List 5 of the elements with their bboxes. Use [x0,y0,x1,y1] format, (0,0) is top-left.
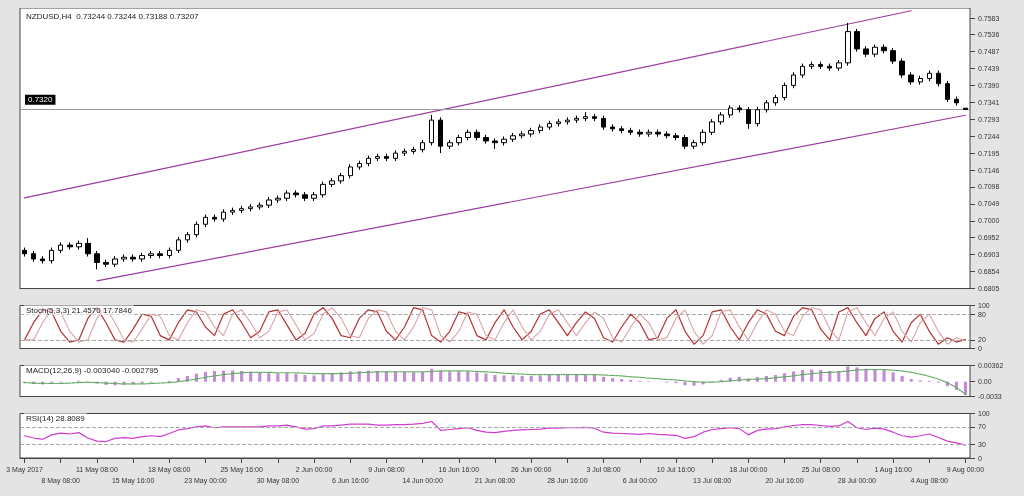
chart-title: NZDUSD,H4 0.73244 0.73244 0.73188 0.73207 [26,11,200,21]
chart-title: Stoch(5,3,3) 21.4570 17.7846 [26,305,133,315]
ref-line-label: 0.7320 [28,95,54,105]
chart-title: MACD(12,26,9) -0.003040 -0.002795 [26,365,159,375]
chart-title: RSI(14) 28.8089 [26,413,86,423]
